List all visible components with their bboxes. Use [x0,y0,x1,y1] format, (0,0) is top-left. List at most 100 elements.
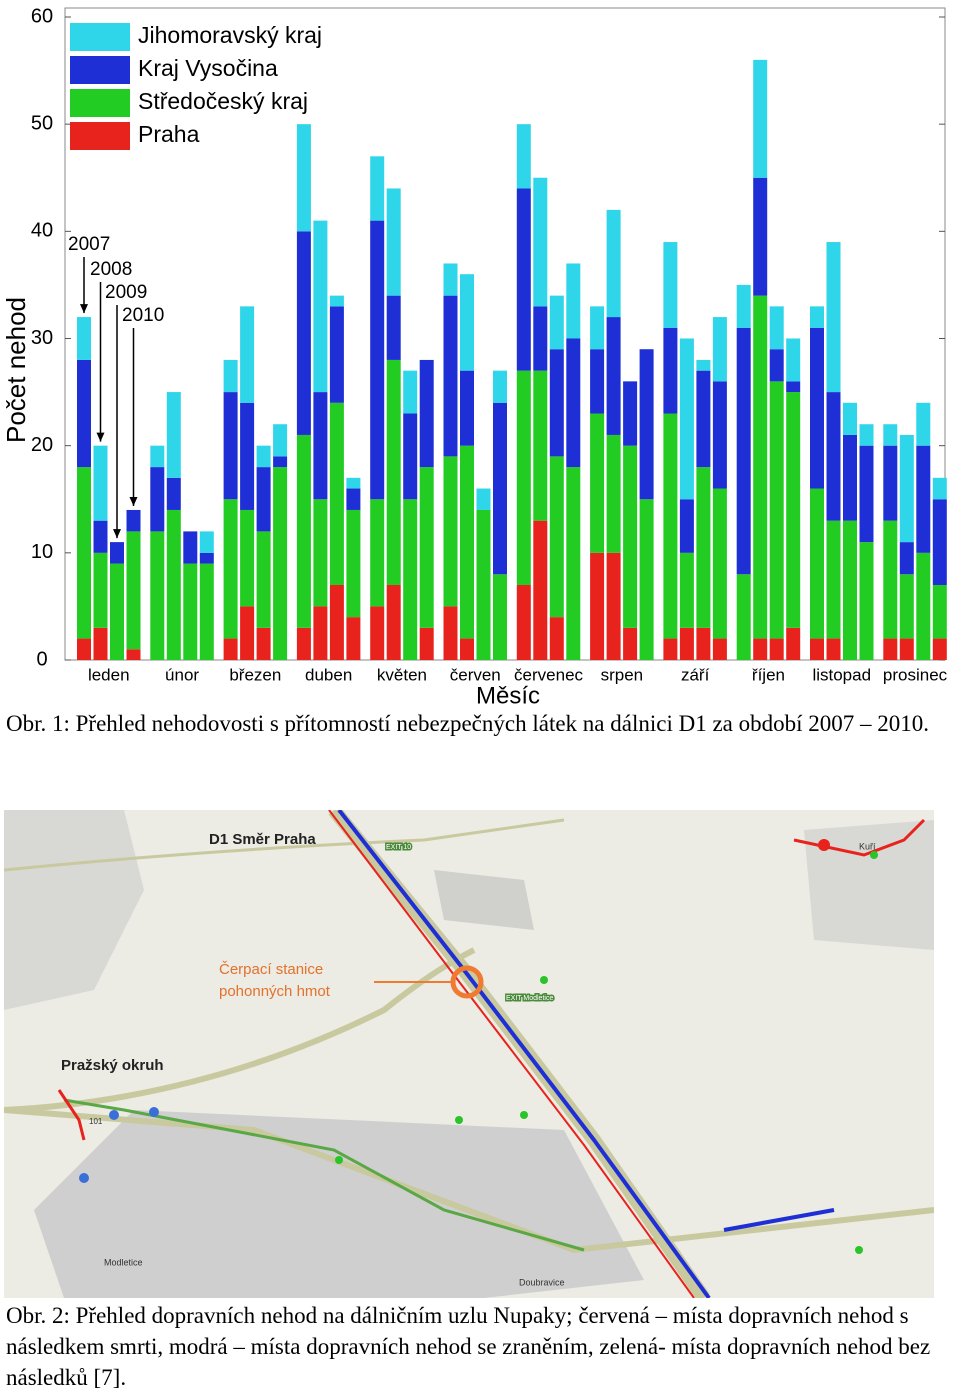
bar-segment [712,317,727,382]
bar-segment [623,381,638,446]
bar-segment [696,359,711,371]
bar-segment [223,638,238,660]
bar-segment [899,542,914,575]
bar-segment [679,627,694,660]
x-axis-title: Měsíc [476,682,540,705]
y-tick-label: 40 [31,220,53,242]
bar-segment [516,584,531,660]
bar-segment [786,627,801,660]
x-tick-label: říjen [752,665,785,684]
bar-segment [93,520,108,553]
bar-segment [93,627,108,660]
bar-segment [386,584,401,660]
bar-segment [296,124,311,232]
bar-segment [419,359,434,468]
bar-segment [549,456,564,618]
bar-segment [810,306,824,328]
bar-segment [753,177,768,296]
map-label: Modletice [104,1257,143,1267]
bar-segment [296,231,311,435]
bar-segment [679,338,694,500]
y-tick-label: 50 [31,112,53,134]
bar-segment [346,477,361,489]
bar-segment [370,220,385,500]
bar-segment [329,295,344,307]
bar-segment [240,306,255,403]
road-blue [723,1208,835,1232]
bar-segment [606,209,621,318]
bar-segment [443,456,458,607]
bar-segment [590,306,605,350]
bar-segment [329,402,344,585]
caption: Obr. 1: Přehled nehodovosti s přítomnost… [6,711,930,736]
bar-segment [460,370,474,446]
bar-segment [370,606,385,660]
industrial-area [34,1110,644,1298]
bar-segment [826,242,841,393]
annotation: 2007 [68,234,110,255]
bar-segment [223,499,238,639]
bar-segment [77,638,91,660]
bar-segment [386,295,401,360]
bar-segment [606,317,621,435]
bar-segment [769,306,784,350]
bar-segment [493,574,507,660]
bar-segment [296,627,311,660]
map-label: Čerpací stanice pohonných hmot [219,961,331,1000]
bar-segment [313,499,328,607]
bar-segment [183,531,198,564]
bar-segment [419,467,434,628]
bar-segment [590,413,605,553]
bar-segment [590,552,605,660]
map-label: D1 Směr Praha [209,831,316,848]
arrow-head [96,432,105,442]
bar-segment [899,574,914,639]
bar-segment [696,370,711,468]
bar-segment [329,306,344,403]
bar-segment [932,477,947,500]
bar-segment [313,606,328,660]
map: D1 Směr Praha Čerpací stanice pohonných h… [4,810,934,1298]
highway-blue [337,810,711,1298]
bar-segment [826,392,841,521]
bar-segment [256,531,271,628]
bar-segment [712,638,727,660]
bar-segment [696,467,711,628]
bar-segment [549,617,564,660]
x-tick-label: září [681,665,710,684]
dot [109,1110,119,1120]
bar-segment [916,402,931,446]
bar-segment [460,274,474,371]
chart: 0 10 20 30 40 50 60 Počet nehod Měsíc leden únor bř… [1,5,948,705]
bar-segment [843,520,857,660]
x-tick-label: listopad [812,665,871,684]
bar-segment [590,349,605,414]
bar-segment [166,392,181,478]
map-label: Doubravice [519,1277,565,1287]
bar-segment [663,242,678,328]
bar-segment [883,445,898,521]
bar-segment [386,359,401,585]
x-tick-label: prosinec [883,665,948,684]
bar-segment [199,531,214,553]
legend-swatch [70,89,130,117]
annotation: 2010 [122,305,164,326]
bar-segment [273,424,288,457]
bar-segment [663,638,678,660]
bar-segment [443,263,458,296]
road-green [63,1098,585,1252]
bar-segment [346,617,361,660]
bar-segment [296,434,311,628]
bar-segment [110,542,124,564]
legend-swatch [70,56,130,84]
x-tick-label: duben [305,665,352,684]
bar-segment [786,392,801,628]
dot [79,1173,89,1183]
legend-label: Praha [138,121,200,147]
bar-segment [403,370,418,414]
bar-segment [493,402,507,575]
bar-segment [240,606,255,660]
map-label: EXIT Modletice [506,995,553,1002]
bar-segment [932,584,947,639]
